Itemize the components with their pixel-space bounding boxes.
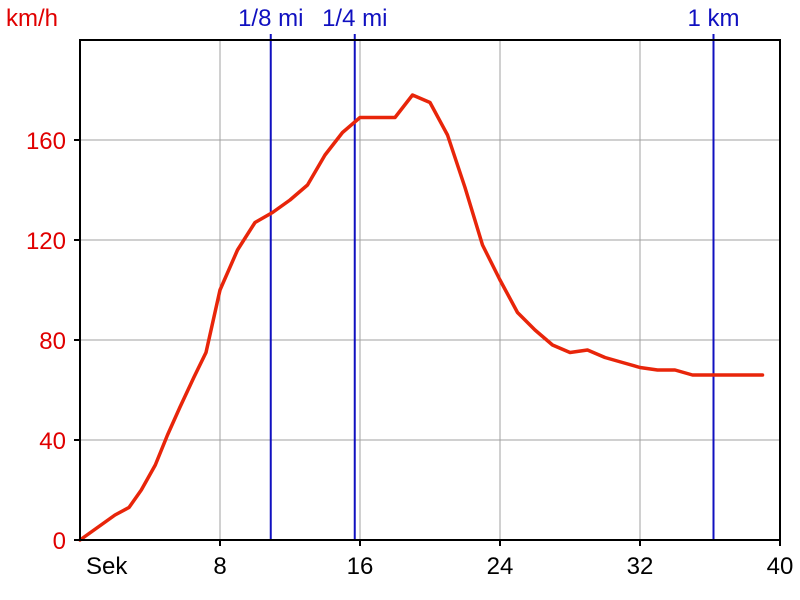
x-axis-unit-label: Sek (86, 553, 128, 580)
tick-label-x-16: 16 (347, 553, 374, 580)
marker-label-1: 1/4 mi (322, 5, 387, 32)
tick-label-x-8: 8 (213, 553, 226, 580)
tick-label-y-40: 40 (39, 428, 66, 455)
marker-label-2: 1 km (687, 5, 739, 32)
tick-label-y-160: 160 (26, 128, 66, 155)
tick-label-y-120: 120 (26, 228, 66, 255)
tick-label-y-80: 80 (39, 328, 66, 355)
speed-series-line (78, 93, 765, 542)
tick-label-x-24: 24 (487, 553, 514, 580)
tick-label-x-40: 40 (767, 553, 794, 580)
tick-labels: 0 40 80 120 160 8 16 24 32 40 (26, 128, 793, 580)
tick-label-x-32: 32 (627, 553, 654, 580)
distance-markers: 1/8 mi 1/4 mi 1 km (238, 5, 740, 540)
tick-label-y-0: 0 (53, 528, 66, 555)
marker-label-0: 1/8 mi (238, 5, 303, 32)
y-axis-unit-label: km/h (6, 5, 58, 32)
grid (80, 40, 780, 540)
plot-frame (79, 39, 781, 541)
